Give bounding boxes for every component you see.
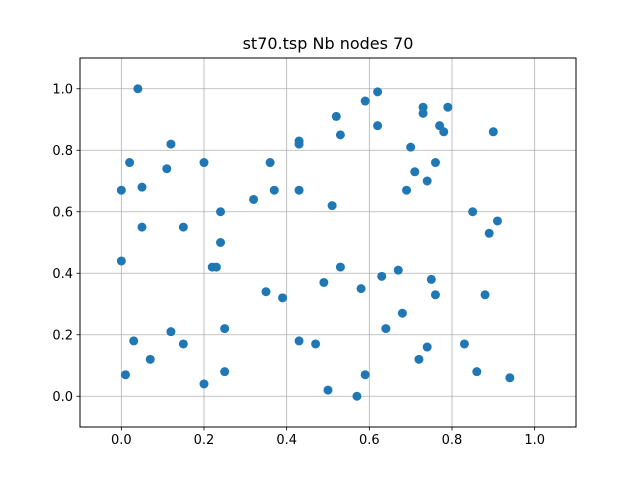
data-point xyxy=(294,336,304,346)
data-point xyxy=(418,102,428,112)
data-point xyxy=(393,265,403,275)
data-point xyxy=(133,84,143,94)
x-tick-label: 0.2 xyxy=(194,433,215,448)
data-point xyxy=(178,222,188,232)
data-point xyxy=(381,324,391,334)
data-point xyxy=(327,201,337,211)
data-point xyxy=(199,379,209,389)
grid-layer xyxy=(80,58,576,427)
data-point xyxy=(278,293,288,303)
data-point xyxy=(129,336,139,346)
data-point xyxy=(116,185,126,195)
data-point xyxy=(294,185,304,195)
data-point xyxy=(414,354,424,364)
data-point xyxy=(335,262,345,272)
data-point xyxy=(323,385,333,395)
y-tick-label: 0.8 xyxy=(52,144,73,159)
x-tick-label: 0.6 xyxy=(359,433,380,448)
data-point xyxy=(352,391,362,401)
y-tick-label: 0.4 xyxy=(52,267,73,282)
chart-title: st70.tsp Nb nodes 70 xyxy=(243,34,414,53)
data-point xyxy=(199,158,209,168)
data-point xyxy=(311,339,321,349)
data-point xyxy=(249,194,259,204)
data-point xyxy=(145,354,155,364)
data-point xyxy=(488,127,498,137)
data-point xyxy=(402,185,412,195)
data-point xyxy=(178,339,188,349)
data-point xyxy=(430,158,440,168)
data-point xyxy=(377,271,387,281)
data-point xyxy=(265,158,275,168)
data-point xyxy=(261,287,271,297)
data-point xyxy=(484,228,494,238)
data-point xyxy=(269,185,279,195)
data-point xyxy=(125,158,135,168)
data-point xyxy=(443,102,453,112)
data-point xyxy=(492,216,502,226)
y-tick-label: 0.6 xyxy=(52,205,73,220)
data-point xyxy=(166,327,176,337)
data-point xyxy=(459,339,469,349)
data-point xyxy=(294,139,304,149)
data-point xyxy=(472,367,482,377)
y-axis: 0.0 0.2 0.4 0.6 0.8 1.0 xyxy=(52,82,80,405)
data-point xyxy=(480,290,490,300)
data-point xyxy=(468,207,478,217)
points-layer xyxy=(116,84,515,401)
data-point xyxy=(319,277,329,287)
data-point xyxy=(505,373,515,383)
data-point xyxy=(116,256,126,266)
data-point xyxy=(216,238,226,247)
plot-frame xyxy=(79,57,577,428)
data-point xyxy=(426,274,436,284)
data-point xyxy=(373,121,383,131)
data-point xyxy=(422,342,432,352)
data-point xyxy=(211,262,221,272)
y-tick-label: 1.0 xyxy=(52,82,73,97)
data-point xyxy=(410,167,420,177)
data-point xyxy=(331,111,341,121)
data-point xyxy=(422,176,432,186)
y-tick-label: 0.2 xyxy=(52,328,73,343)
data-point xyxy=(137,182,147,192)
data-point xyxy=(418,108,428,118)
data-point xyxy=(216,207,226,217)
data-point xyxy=(335,130,345,140)
data-point xyxy=(373,87,383,97)
x-tick-label: 0.8 xyxy=(442,433,463,448)
data-point xyxy=(120,370,130,380)
data-point xyxy=(360,370,370,380)
data-point xyxy=(356,284,366,294)
data-point xyxy=(220,367,230,377)
y-tick-label: 0.0 xyxy=(52,390,73,405)
data-point xyxy=(439,127,449,137)
data-point xyxy=(137,222,147,232)
data-point xyxy=(220,324,230,334)
x-tick-label: 0.4 xyxy=(276,433,297,448)
x-axis: 0.0 0.2 0.4 0.6 0.8 1.0 xyxy=(111,427,545,448)
data-point xyxy=(397,308,407,318)
data-point xyxy=(166,139,176,149)
x-tick-label: 1.0 xyxy=(524,433,545,448)
data-point xyxy=(430,290,440,300)
data-point xyxy=(360,96,370,106)
data-point xyxy=(162,164,172,174)
x-tick-label: 0.0 xyxy=(111,433,132,448)
data-point xyxy=(406,142,416,152)
